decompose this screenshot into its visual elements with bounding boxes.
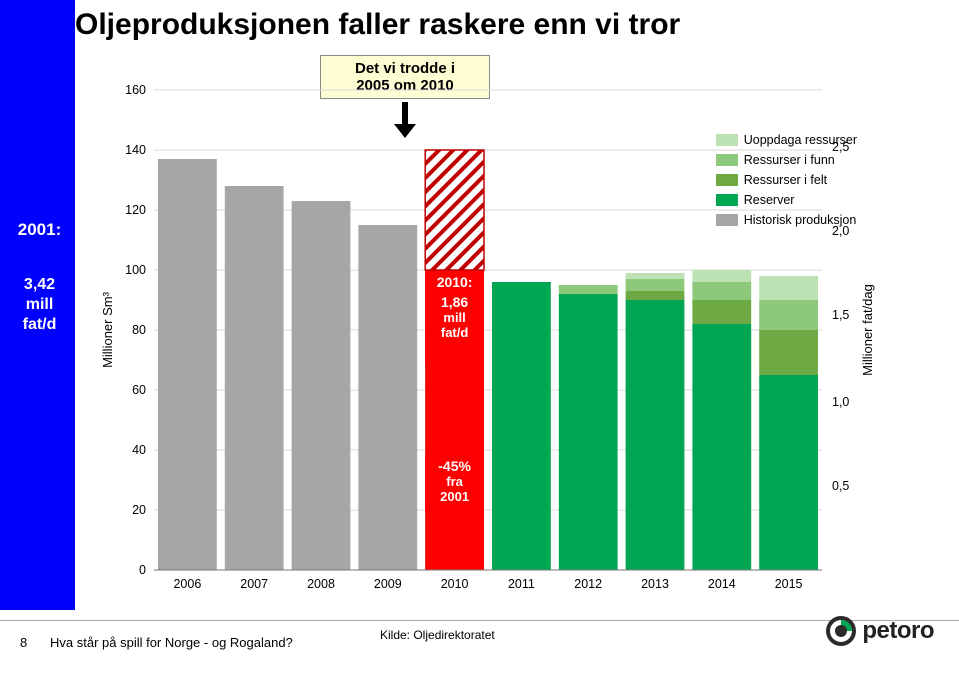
svg-text:2010: 2010: [441, 577, 469, 591]
svg-text:1,0: 1,0: [832, 395, 849, 409]
divider: [0, 620, 959, 621]
svg-text:60: 60: [132, 383, 146, 397]
footer: 8 Hva står på spill for Norge - og Rogal…: [0, 620, 959, 660]
annot-2010-top: 2010: 1,86 mill fat/d: [425, 272, 484, 362]
svg-text:40: 40: [132, 443, 146, 457]
svg-text:160: 160: [125, 83, 146, 97]
svg-text:Millioner fat/dag: Millioner fat/dag: [860, 284, 875, 376]
logo-icon: [824, 614, 858, 648]
chart: 0204060801001201401600,51,01,52,02,5Mill…: [92, 70, 877, 600]
legend-item: Historisk produksjon: [716, 210, 857, 230]
legend-item: Ressurser i felt: [716, 170, 857, 190]
legend-swatch: [716, 174, 738, 186]
footer-text: Hva står på spill for Norge - og Rogalan…: [50, 635, 293, 650]
svg-text:2007: 2007: [240, 577, 268, 591]
sidebar-year: 2001:: [2, 220, 77, 240]
page-title: Oljeproduksjonen faller raskere enn vi t…: [75, 8, 680, 42]
footer-source: Kilde: Oljedirektoratet: [380, 628, 495, 642]
legend-label: Ressurser i funn: [744, 150, 835, 170]
svg-text:2008: 2008: [307, 577, 335, 591]
legend-item: Reserver: [716, 190, 857, 210]
svg-text:2009: 2009: [374, 577, 402, 591]
legend-swatch: [716, 194, 738, 206]
svg-text:140: 140: [125, 143, 146, 157]
legend-label: Historisk produksjon: [744, 210, 857, 230]
svg-text:0,5: 0,5: [832, 479, 849, 493]
page-number: 8: [20, 635, 27, 650]
legend-swatch: [716, 134, 738, 146]
svg-text:Millioner Sm³: Millioner Sm³: [100, 291, 115, 368]
legend-label: Reserver: [744, 190, 795, 210]
legend: Uoppdaga ressurserRessurser i funnRessur…: [716, 130, 857, 230]
svg-text:80: 80: [132, 323, 146, 337]
svg-text:2006: 2006: [173, 577, 201, 591]
sidebar-value: 3,42 mill fat/d: [2, 275, 77, 335]
svg-text:1,5: 1,5: [832, 308, 849, 322]
svg-text:2014: 2014: [708, 577, 736, 591]
svg-text:2015: 2015: [775, 577, 803, 591]
legend-label: Uoppdaga ressurser: [744, 130, 857, 150]
legend-swatch: [716, 214, 738, 226]
svg-text:2012: 2012: [574, 577, 602, 591]
svg-text:20: 20: [132, 503, 146, 517]
svg-text:120: 120: [125, 203, 146, 217]
logo: petoro: [824, 614, 934, 648]
logo-text: petoro: [862, 617, 934, 645]
legend-label: Ressurser i felt: [744, 170, 827, 190]
legend-item: Uoppdaga ressurser: [716, 130, 857, 150]
legend-swatch: [716, 154, 738, 166]
svg-text:0: 0: [139, 563, 146, 577]
svg-text:100: 100: [125, 263, 146, 277]
annot-2010-bot: -45% fra 2001: [425, 456, 484, 511]
svg-text:2011: 2011: [508, 577, 535, 591]
legend-item: Ressurser i funn: [716, 150, 857, 170]
svg-text:2013: 2013: [641, 577, 669, 591]
